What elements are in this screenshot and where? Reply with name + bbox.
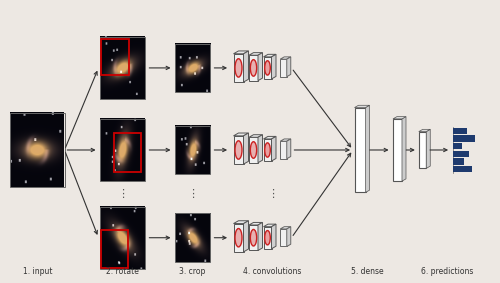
Polygon shape	[244, 133, 248, 164]
Bar	[175, 126, 210, 174]
Polygon shape	[244, 51, 248, 82]
Polygon shape	[287, 57, 291, 77]
Bar	[100, 37, 145, 99]
Bar	[249, 55, 258, 81]
Ellipse shape	[264, 143, 270, 157]
Bar	[114, 133, 141, 172]
Bar	[280, 229, 287, 246]
Bar	[452, 128, 467, 134]
Text: ⋮: ⋮	[267, 189, 278, 199]
Bar	[101, 230, 128, 268]
Bar	[452, 136, 474, 142]
Polygon shape	[249, 135, 262, 137]
Text: 1. input: 1. input	[23, 267, 52, 276]
Polygon shape	[264, 136, 276, 139]
Text: 2. rotate: 2. rotate	[106, 267, 139, 276]
Polygon shape	[426, 129, 430, 168]
Polygon shape	[234, 51, 248, 54]
Polygon shape	[354, 105, 370, 108]
Bar	[393, 119, 402, 181]
Polygon shape	[249, 222, 262, 225]
Polygon shape	[280, 57, 291, 59]
Text: ⋮: ⋮	[187, 189, 198, 199]
Ellipse shape	[264, 231, 270, 245]
Bar	[452, 166, 472, 172]
Polygon shape	[366, 105, 370, 192]
Bar	[249, 137, 258, 163]
Ellipse shape	[250, 60, 256, 76]
Polygon shape	[234, 221, 248, 224]
Bar	[101, 39, 129, 75]
Polygon shape	[264, 54, 276, 57]
Ellipse shape	[235, 229, 242, 247]
Polygon shape	[393, 117, 406, 119]
Text: 3. crop: 3. crop	[180, 267, 206, 276]
Polygon shape	[264, 224, 276, 227]
Bar	[175, 213, 210, 262]
Polygon shape	[249, 53, 262, 55]
Ellipse shape	[235, 141, 242, 159]
Ellipse shape	[264, 61, 270, 75]
Polygon shape	[258, 135, 262, 163]
Bar	[249, 225, 258, 250]
Ellipse shape	[250, 230, 256, 246]
Polygon shape	[234, 133, 248, 136]
Bar	[264, 57, 272, 79]
Bar	[10, 113, 64, 187]
Polygon shape	[272, 224, 276, 249]
Bar	[234, 136, 243, 164]
Polygon shape	[258, 53, 262, 81]
Polygon shape	[280, 139, 291, 141]
Bar	[264, 139, 272, 161]
Polygon shape	[258, 222, 262, 250]
Ellipse shape	[250, 142, 256, 158]
Bar	[234, 224, 243, 252]
Polygon shape	[272, 136, 276, 161]
Polygon shape	[280, 227, 291, 229]
Polygon shape	[272, 54, 276, 79]
Polygon shape	[402, 117, 406, 181]
Bar	[452, 151, 469, 157]
Ellipse shape	[235, 59, 242, 77]
Text: 6. predictions: 6. predictions	[422, 267, 474, 276]
Bar	[280, 59, 287, 77]
Bar	[175, 44, 210, 92]
Polygon shape	[244, 221, 248, 252]
Bar	[234, 54, 243, 82]
Bar	[100, 207, 145, 269]
Polygon shape	[287, 139, 291, 159]
Text: 5. dense: 5. dense	[351, 267, 384, 276]
Bar	[264, 227, 272, 249]
Text: 4. convolutions: 4. convolutions	[244, 267, 302, 276]
Bar	[100, 119, 145, 181]
Bar	[280, 141, 287, 159]
Bar	[452, 143, 462, 149]
Text: ⋮: ⋮	[117, 189, 128, 199]
Bar	[354, 108, 366, 192]
Polygon shape	[287, 227, 291, 246]
Bar	[452, 158, 464, 165]
Bar	[419, 132, 426, 168]
Polygon shape	[419, 129, 430, 132]
